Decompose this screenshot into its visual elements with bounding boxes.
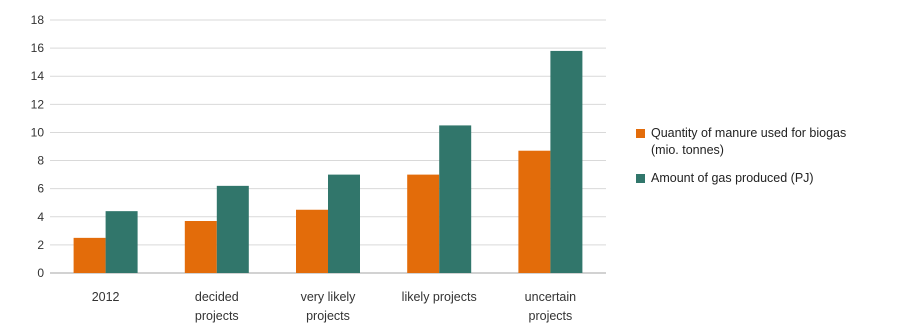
x-tick-label: likely projects xyxy=(402,290,477,304)
legend: Quantity of manure used for biogas (mio.… xyxy=(636,125,914,198)
legend-item-manure: Quantity of manure used for biogas (mio.… xyxy=(636,125,914,159)
legend-label-manure-line-1: Quantity of manure used for biogas xyxy=(651,126,847,140)
x-axis-tick-labels: 2012 decided projects very likely projects li… xyxy=(92,290,576,323)
x-tick-label: decided projects xyxy=(195,290,239,323)
legend-label-gas: Amount of gas produced (PJ) xyxy=(651,171,814,185)
bar-gas-3 xyxy=(439,125,472,274)
bar-gas-1 xyxy=(216,185,249,273)
y-tick-label: 16 xyxy=(31,41,45,55)
x-tick-label: very likely projects xyxy=(301,290,357,323)
legend-item-gas: Amount of gas produced (PJ) xyxy=(636,170,914,187)
bar-gas-0 xyxy=(105,211,138,273)
y-tick-label: 14 xyxy=(31,69,45,83)
bar-manure-3 xyxy=(407,174,440,273)
gridlines xyxy=(50,19,606,274)
y-tick-label: 8 xyxy=(37,154,44,168)
bar-manure-0 xyxy=(73,237,106,273)
bar-manure-1 xyxy=(184,220,217,273)
y-tick-label: 6 xyxy=(37,182,44,196)
y-tick-label: 12 xyxy=(31,97,45,111)
bar-manure-2 xyxy=(296,209,328,273)
y-tick-label: 2 xyxy=(37,238,44,252)
bar-gas-2 xyxy=(328,174,360,273)
x-tick-label: 2012 xyxy=(92,290,120,304)
y-tick-label: 18 xyxy=(31,13,45,27)
y-axis-tick-labels: 0 2 4 6 8 10 12 14 16 18 xyxy=(31,13,45,280)
legend-label-manure-line-2: (mio. tonnes) xyxy=(651,143,724,157)
legend-swatch-manure xyxy=(636,129,645,138)
legend-swatch-gas xyxy=(636,174,645,183)
bar-manure-4 xyxy=(518,150,551,273)
y-tick-label: 10 xyxy=(31,125,45,139)
bar-gas-4 xyxy=(550,50,583,273)
y-tick-label: 0 xyxy=(37,266,44,280)
x-tick-label: uncertain projects xyxy=(525,290,576,323)
bars xyxy=(73,50,583,274)
y-tick-label: 4 xyxy=(37,210,44,224)
